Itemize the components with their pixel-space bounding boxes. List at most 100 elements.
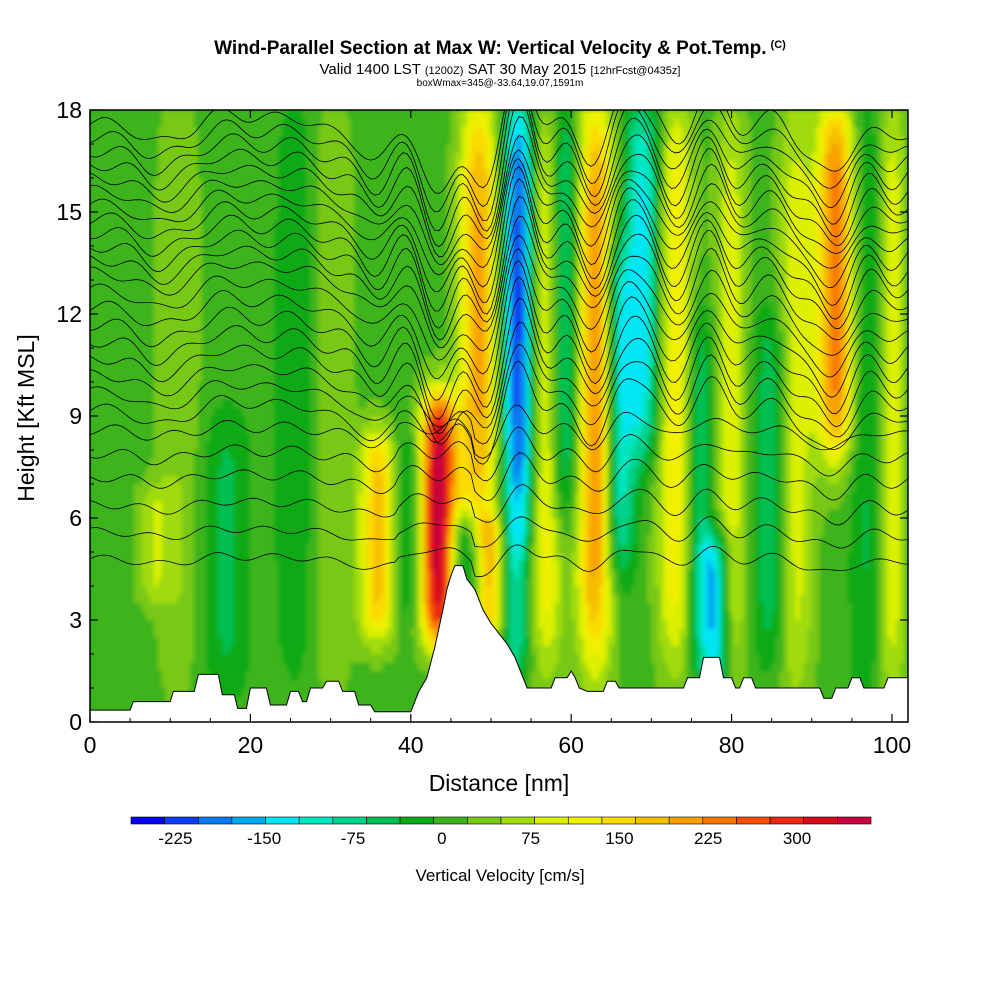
velocity-cell xyxy=(274,245,279,255)
velocity-cell xyxy=(209,662,215,672)
velocity-cell xyxy=(338,237,343,247)
velocity-cell xyxy=(234,330,239,340)
velocity-cell xyxy=(137,194,143,204)
velocity-cell xyxy=(270,509,275,519)
velocity-cell xyxy=(338,636,343,646)
velocity-cell xyxy=(310,551,315,561)
velocity-cell xyxy=(117,509,123,519)
velocity-cell xyxy=(101,696,107,706)
velocity-cell xyxy=(346,262,351,272)
velocity-cell xyxy=(165,118,171,128)
velocity-cell xyxy=(242,220,247,230)
velocity-cell xyxy=(161,696,167,706)
velocity-cell xyxy=(125,313,131,323)
velocity-cell xyxy=(306,645,311,655)
velocity-cell xyxy=(201,577,207,587)
velocity-cell xyxy=(310,118,315,128)
velocity-cell xyxy=(205,177,211,187)
velocity-cell xyxy=(270,211,275,221)
velocity-cell xyxy=(185,449,191,459)
velocity-cell xyxy=(137,526,143,536)
velocity-cell xyxy=(169,126,175,136)
velocity-cell xyxy=(133,432,139,442)
velocity-cell xyxy=(302,186,307,196)
velocity-cell xyxy=(270,670,275,680)
velocity-cell xyxy=(214,636,219,646)
velocity-cell xyxy=(270,228,275,238)
velocity-cell xyxy=(254,347,259,357)
velocity-cell xyxy=(310,475,315,485)
velocity-cell xyxy=(189,347,195,357)
velocity-cell xyxy=(230,194,235,204)
velocity-cell xyxy=(322,526,327,536)
velocity-cell xyxy=(197,390,203,400)
velocity-cell xyxy=(270,466,275,476)
velocity-cell xyxy=(145,296,151,306)
velocity-cell xyxy=(173,373,179,383)
velocity-cell xyxy=(354,424,359,434)
velocity-cell xyxy=(230,645,235,655)
velocity-cell xyxy=(214,585,219,595)
velocity-cell xyxy=(189,169,195,179)
velocity-cell xyxy=(322,347,327,357)
velocity-cell xyxy=(149,517,155,527)
velocity-cell xyxy=(165,186,171,196)
velocity-cell xyxy=(177,330,183,340)
velocity-cell xyxy=(109,245,115,255)
velocity-cell xyxy=(121,517,127,527)
velocity-cell xyxy=(161,653,167,663)
velocity-cell xyxy=(310,560,315,570)
velocity-cell xyxy=(137,279,143,289)
velocity-cell xyxy=(274,262,279,272)
velocity-cell xyxy=(133,517,139,527)
velocity-cell xyxy=(266,296,271,306)
velocity-cell xyxy=(226,509,231,519)
velocity-cell xyxy=(222,177,227,187)
velocity-cell xyxy=(226,110,231,119)
velocity-cell xyxy=(270,390,275,400)
velocity-cell xyxy=(330,670,335,680)
velocity-cell xyxy=(173,279,179,289)
velocity-cell xyxy=(137,118,143,128)
velocity-cell xyxy=(254,313,259,323)
velocity-cell xyxy=(350,118,355,128)
velocity-cell xyxy=(149,687,155,697)
velocity-cell xyxy=(165,194,171,204)
velocity-cell xyxy=(145,500,151,510)
velocity-cell xyxy=(165,636,171,646)
velocity-cell xyxy=(141,254,147,264)
velocity-cell xyxy=(278,568,283,578)
velocity-cell xyxy=(318,296,323,306)
velocity-cell xyxy=(121,475,127,485)
velocity-cell xyxy=(177,228,183,238)
velocity-cell xyxy=(141,381,147,391)
velocity-cell xyxy=(193,653,199,663)
velocity-cell xyxy=(177,110,183,119)
velocity-cell xyxy=(218,160,223,170)
velocity-cell xyxy=(346,152,351,162)
velocity-cell xyxy=(350,611,355,621)
velocity-cell xyxy=(258,466,263,476)
velocity-cell xyxy=(258,679,263,689)
velocity-cell xyxy=(354,237,359,247)
velocity-cell xyxy=(326,296,331,306)
velocity-cell xyxy=(334,152,339,162)
velocity-cell xyxy=(121,534,127,544)
velocity-cell xyxy=(165,364,171,374)
velocity-cell xyxy=(105,194,111,204)
velocity-cell xyxy=(218,262,223,272)
velocity-cell xyxy=(125,186,131,196)
velocity-cell xyxy=(133,126,139,136)
velocity-cell xyxy=(294,390,299,400)
velocity-cell xyxy=(266,543,271,553)
velocity-cell xyxy=(205,636,211,646)
velocity-cell xyxy=(222,526,227,536)
velocity-cell xyxy=(258,500,263,510)
velocity-cell xyxy=(226,177,231,187)
velocity-cell xyxy=(117,628,123,638)
velocity-cell xyxy=(121,262,127,272)
velocity-cell xyxy=(282,492,287,502)
velocity-cell xyxy=(113,228,119,238)
velocity-cell xyxy=(322,160,327,170)
velocity-cell xyxy=(314,322,319,332)
